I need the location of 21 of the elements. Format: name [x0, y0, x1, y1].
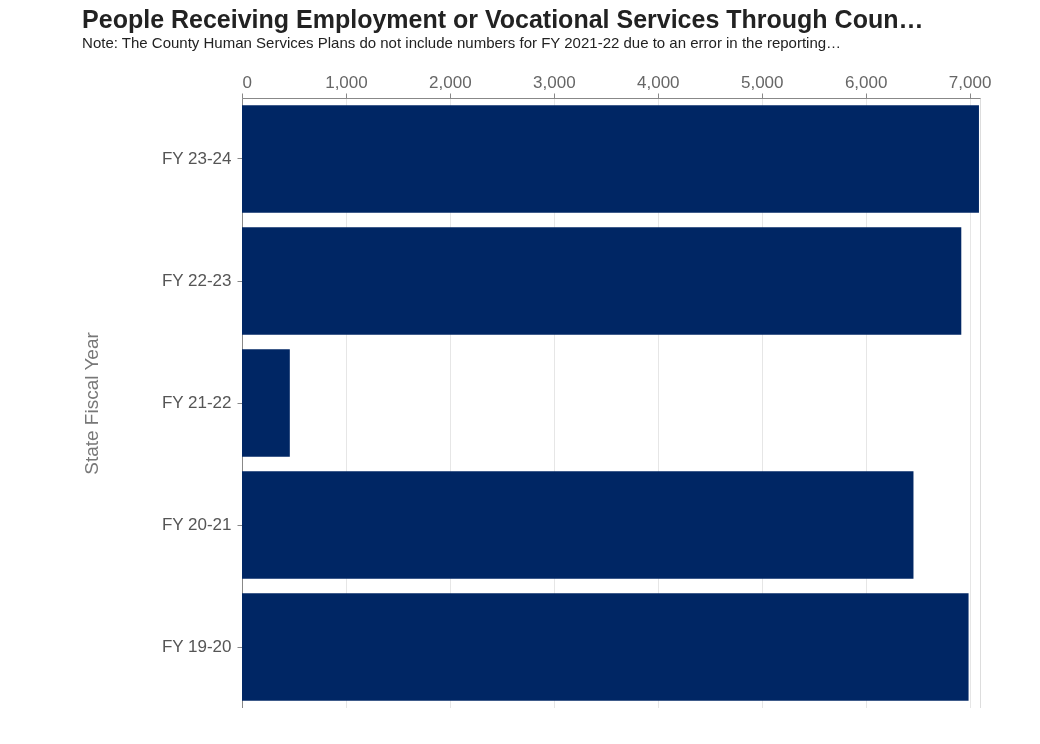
- bar: [242, 471, 914, 579]
- x-tick-label: 7,000: [948, 72, 992, 92]
- bar: [242, 349, 290, 457]
- bar: [242, 227, 962, 335]
- x-tick-label: 6,000: [844, 72, 888, 92]
- x-tick-label: 2,000: [429, 72, 472, 92]
- bar: [242, 593, 969, 701]
- x-tick-label: 0: [242, 72, 252, 92]
- y-tick-label: FY 23-24: [161, 149, 232, 168]
- chart-subtitle: Note: The County Human Services Plans do not include numbers for FY 2021-22 due to an error in the reporting…: [82, 34, 842, 51]
- x-tick-label: 4,000: [637, 72, 680, 92]
- y-tick-label: FY 20-21: [161, 515, 232, 534]
- x-tick-label: 3,000: [533, 72, 576, 92]
- bar: [242, 105, 979, 213]
- chart-title: People Receiving Employment or Vocational Services Through Coun…: [82, 5, 924, 33]
- y-axis-title: State Fiscal Year: [80, 331, 102, 475]
- y-tick-label: FY 21-22: [161, 393, 232, 412]
- y-tick-label: FY 19-20: [161, 637, 232, 656]
- x-tick-label: 5,000: [740, 72, 784, 92]
- y-tick-label: FY 22-23: [161, 271, 232, 290]
- x-tick-label: 1,000: [325, 72, 368, 92]
